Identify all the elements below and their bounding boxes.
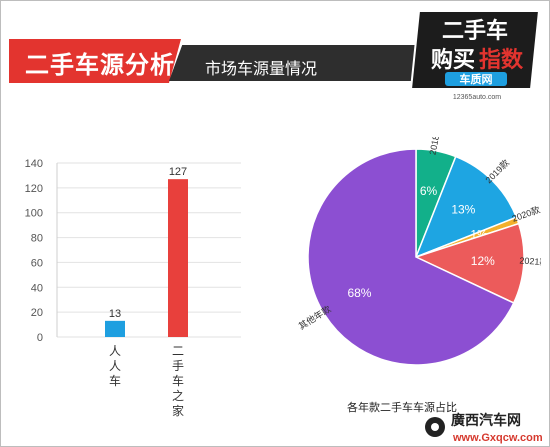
- pie-value-label: 13%: [451, 203, 475, 217]
- watermark-url: www.Gxqcw.com: [452, 432, 543, 444]
- y-tick-label: 20: [31, 307, 43, 319]
- logo-line2a: 购买: [431, 47, 475, 72]
- logo-line2b: 指数: [479, 47, 524, 72]
- index-logo: 二手车 购买 指数 车质网 12365auto.com: [409, 10, 541, 101]
- x-tick-label: 手: [172, 359, 184, 373]
- x-tick-label: 人: [109, 359, 121, 373]
- header: 二手车源分析 市场车源量情况 二手车 购买 指数 车质网 12365auto.c…: [1, 1, 549, 111]
- watermark-logo: 廣西汽车网 www.Gxqcw.com: [425, 412, 543, 444]
- pie-slice: [413, 222, 525, 304]
- x-tick-label: 车: [109, 373, 121, 388]
- bar: [105, 320, 125, 337]
- x-tick-label: 家: [172, 403, 184, 418]
- page-title: 二手车源分析: [25, 52, 175, 79]
- y-tick-label: 80: [31, 233, 43, 245]
- pie-value-label: 68%: [347, 286, 371, 300]
- logo-line1: 二手车: [442, 18, 508, 43]
- y-tick-label: 140: [25, 158, 43, 170]
- bar-value-label: 127: [169, 166, 187, 178]
- pie-category-label: 2021款: [519, 255, 541, 268]
- y-tick-label: 60: [31, 257, 43, 269]
- logo-brand-badge: [445, 72, 507, 86]
- pie-value-label: 6%: [420, 184, 438, 198]
- pie-chart-title: 各年款二手车车源占比: [347, 402, 457, 414]
- bar-value-label: 13: [109, 308, 121, 320]
- logo-url: 12365auto.com: [453, 94, 501, 101]
- pie-category-label: 2020款: [510, 204, 541, 224]
- page-subtitle: 市场车源量情况: [205, 61, 318, 78]
- x-tick-label: 车: [172, 373, 184, 388]
- title-tab: [9, 39, 181, 83]
- logo-brand: 车质网: [460, 72, 493, 86]
- x-tick-label: 人: [109, 344, 121, 358]
- x-tick-label: 之: [172, 389, 184, 403]
- y-tick-label: 0: [37, 332, 43, 344]
- bar: [168, 179, 188, 337]
- pie-slice: [414, 155, 518, 259]
- pie-slice: [307, 148, 515, 366]
- y-tick-label: 100: [25, 208, 43, 220]
- y-tick-label: 120: [25, 183, 43, 195]
- pie-category-label: 2019款: [483, 157, 511, 185]
- y-tick-label: 40: [31, 282, 43, 294]
- x-tick-label: 二: [172, 344, 184, 358]
- watermark-name: 廣西汽车网: [451, 412, 521, 428]
- pie-value-label: 12%: [471, 254, 495, 268]
